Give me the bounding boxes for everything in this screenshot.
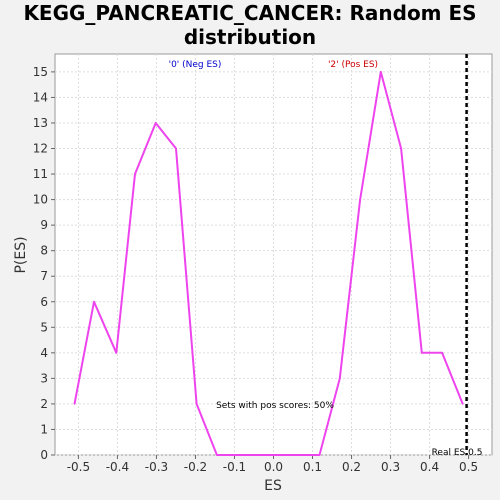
y-tick-label: 11 [33, 167, 48, 181]
y-tick-label: 2 [40, 397, 48, 411]
data-point [175, 147, 177, 150]
data-point [359, 198, 361, 201]
pos-es-label: '2' (Pos ES) [328, 60, 378, 70]
chart-title: KEGG_PANCREATIC_CANCER: Random ES distri… [23, 1, 477, 49]
y-tick-label: 10 [33, 193, 48, 207]
y-tick-label: 9 [40, 218, 48, 232]
x-tick-label: 0.4 [420, 460, 439, 474]
y-tick-label: 15 [33, 65, 48, 79]
y-tick-label: 14 [33, 90, 48, 104]
y-tick-label: 1 [40, 422, 48, 436]
x-tick-label: -0.4 [106, 460, 129, 474]
data-point [236, 454, 239, 456]
data-point [441, 352, 443, 354]
y-tick-label: 8 [40, 244, 48, 258]
x-tick-label: 0.1 [303, 460, 322, 474]
series-layer [73, 70, 464, 456]
y-tick-label: 6 [40, 295, 48, 309]
x-tick-label: 0.5 [459, 460, 478, 474]
data-point [216, 454, 218, 456]
y-tick-label: 7 [40, 269, 48, 283]
data-points [73, 71, 464, 456]
data-point [115, 352, 118, 354]
x-axis-ticks: -0.5 -0.4 -0.3 -0.2 -0.1 0.0 0.1 0.2 0.3 0.4 0.5 [67, 455, 478, 474]
pos-scores-annotation: Sets with pos scores: 50% [216, 401, 334, 411]
y-tick-label: 3 [40, 371, 48, 385]
x-tick-label: -0.3 [145, 460, 168, 474]
data-point [134, 173, 136, 175]
x-tick-label: -0.1 [223, 460, 246, 474]
y-tick-label: 12 [33, 142, 48, 156]
real-es-label: Real ES 0.5 [432, 448, 483, 458]
data-point [339, 377, 341, 380]
data-point [318, 454, 321, 456]
x-tick-label: 0.3 [381, 460, 400, 474]
y-tick-label: 0 [40, 448, 48, 462]
y-tick-label: 5 [40, 320, 48, 334]
y-tick-label: 13 [33, 116, 48, 130]
data-point [93, 300, 95, 303]
x-tick-label: -0.5 [67, 460, 90, 474]
x-tick-label: 0.0 [264, 460, 283, 474]
data-point [154, 122, 157, 124]
x-axis-label: ES [264, 478, 282, 494]
y-axis-label: P(ES) [13, 236, 29, 273]
data-point [277, 454, 280, 456]
y-tick-label: 4 [40, 346, 48, 360]
neg-es-label: '0' (Neg ES) [169, 60, 222, 70]
x-tick-label: 0.2 [342, 460, 361, 474]
data-point [420, 352, 423, 354]
data-point [400, 147, 402, 150]
data-point [195, 403, 198, 405]
data-point [73, 403, 76, 405]
data-point [379, 71, 382, 73]
data-point [461, 403, 464, 405]
x-tick-label: -0.2 [184, 460, 207, 474]
grid [55, 54, 492, 456]
series-line [73, 70, 464, 456]
